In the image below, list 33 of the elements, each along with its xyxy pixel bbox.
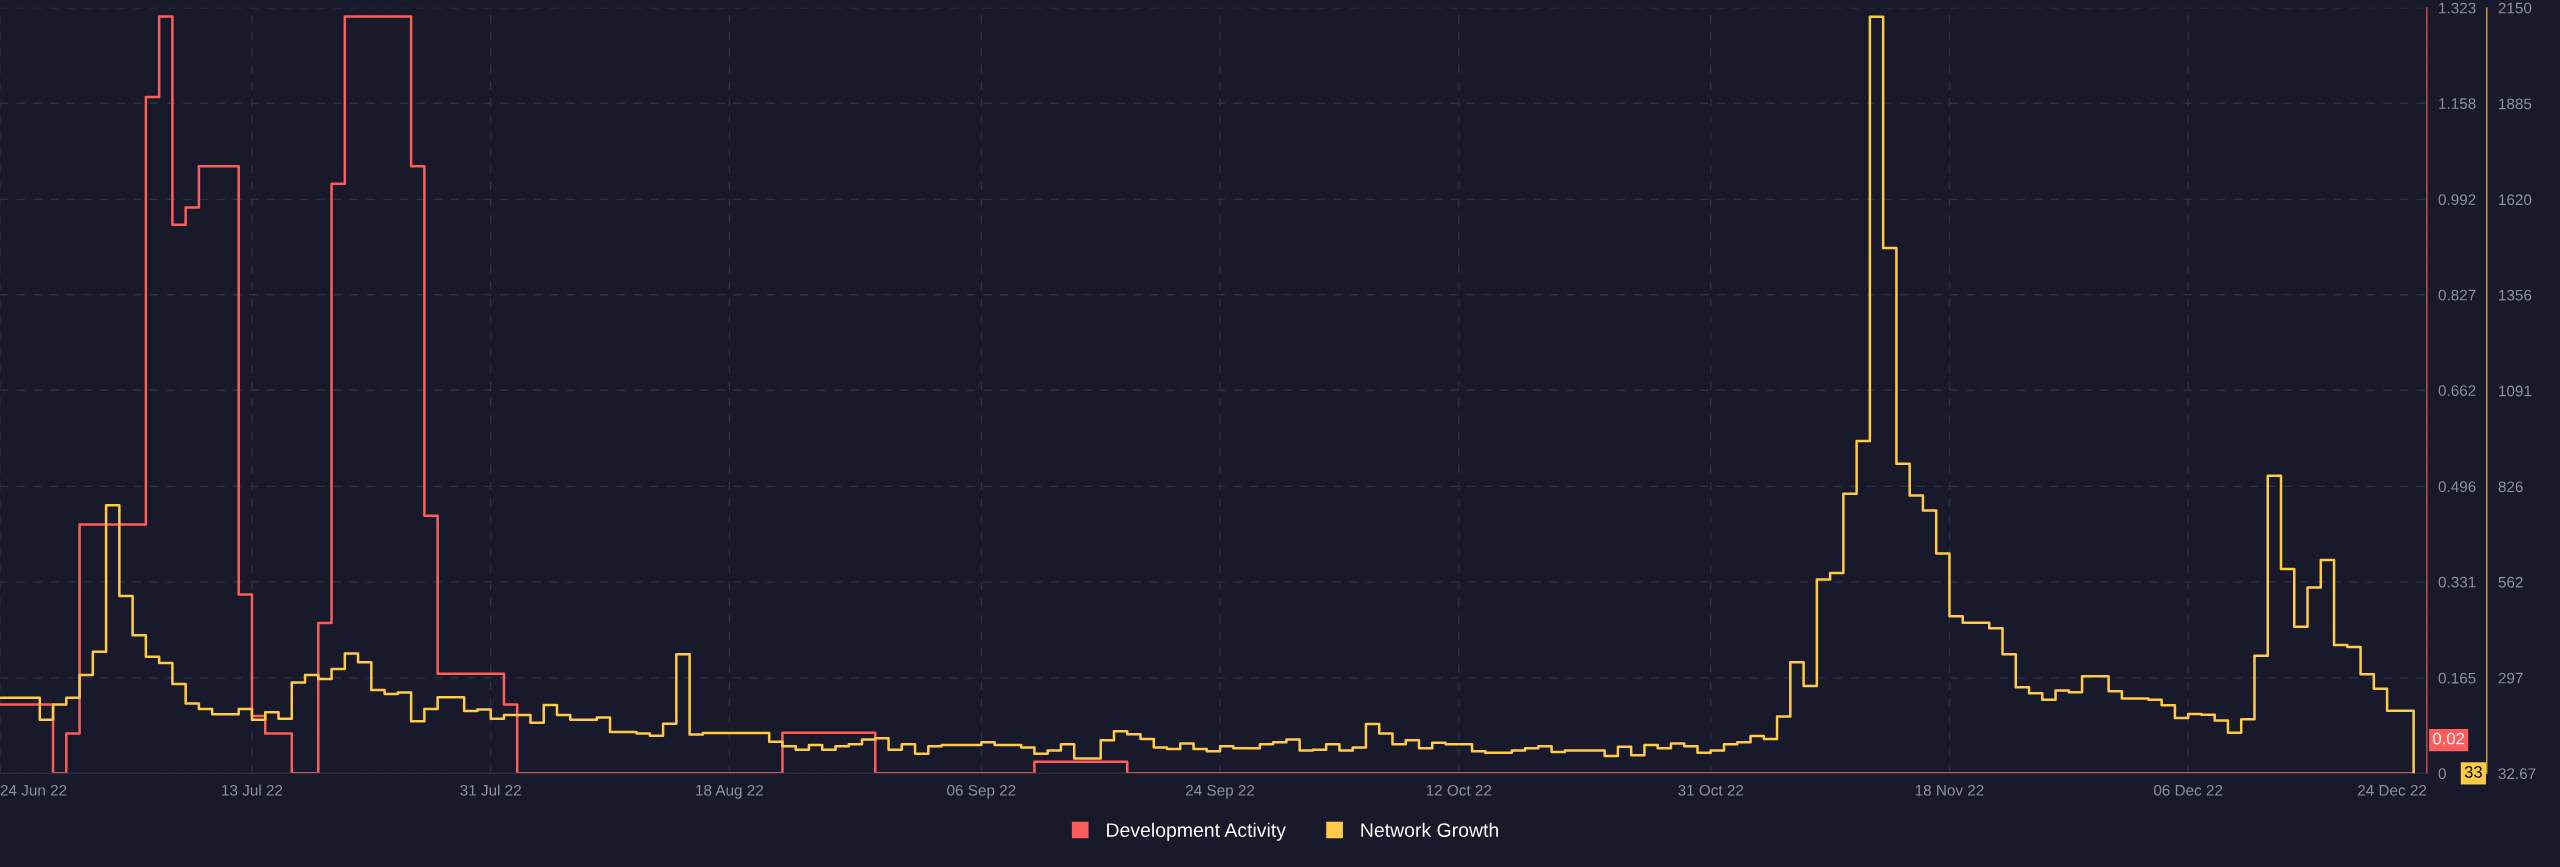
y2-tick-label: 297 bbox=[2498, 672, 2523, 684]
y-tick-label: 0.662 bbox=[2438, 385, 2476, 396]
x-tick-label: 18 Aug 22 bbox=[696, 784, 764, 799]
y2-tick-label: 1885 bbox=[2499, 98, 2532, 110]
x-tick-label: 06 Dec 22 bbox=[2153, 784, 2223, 796]
y2-tick-label: 1356 bbox=[2499, 289, 2532, 301]
y2-tick-label: 562 bbox=[2498, 576, 2523, 588]
legend-label: Network Growth bbox=[1361, 822, 1498, 837]
x-tick-label: 31 Oct 22 bbox=[1678, 784, 1744, 796]
y2-tick-label: 826 bbox=[2498, 481, 2523, 493]
y2-tick-label: 2150 bbox=[2498, 2, 2532, 14]
x-tick-label: 24 Jun 22 bbox=[0, 784, 67, 796]
legend-label: Development Activity bbox=[1107, 822, 1286, 841]
y-tick-label: 0.331 bbox=[2438, 576, 2476, 588]
x-tick-label: 31 Jul 22 bbox=[460, 784, 521, 796]
x-tick-label: 18 Nov 22 bbox=[1915, 784, 1984, 796]
x-tick-label: 24 Dec 22 bbox=[2358, 784, 2427, 796]
y-tick-label: 0.496 bbox=[2438, 481, 2476, 493]
y-tick-label: 0.165 bbox=[2438, 672, 2476, 684]
y-tick-label: 0.992 bbox=[2438, 194, 2476, 206]
x-tick-label: 13 Jul 22 bbox=[222, 784, 283, 796]
text: 33 bbox=[2464, 766, 2482, 778]
y-tick-label: 0 bbox=[2438, 768, 2446, 780]
y2-tick-label: 1091 bbox=[2499, 385, 2532, 397]
y-tick-label: 1.323 bbox=[2439, 2, 2476, 14]
text: 0.02 bbox=[2433, 732, 2465, 745]
y2-tick-label: 32.67 bbox=[2498, 768, 2536, 780]
x-tick-label: 12 Oct 22 bbox=[1426, 784, 1492, 796]
y2-tick-label: 1620 bbox=[2499, 194, 2532, 206]
x-tick-label: 24 Sep 22 bbox=[1186, 784, 1255, 799]
y-tick-label: 1.158 bbox=[2439, 98, 2476, 109]
x-tick-label: 06 Sep 22 bbox=[947, 784, 1016, 799]
y-tick-label: 0.827 bbox=[2438, 289, 2476, 301]
